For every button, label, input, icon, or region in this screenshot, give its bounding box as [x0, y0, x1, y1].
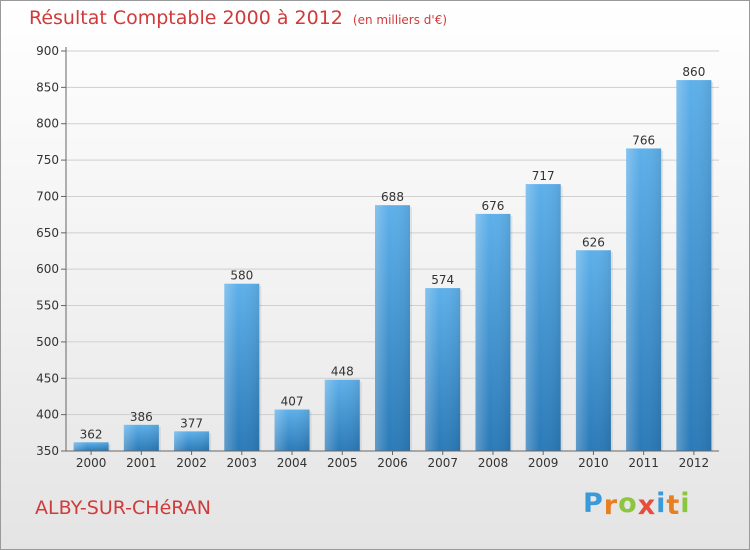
logo-letter: i: [680, 488, 691, 519]
bar-value-label: 448: [331, 365, 354, 379]
x-tick-label: 2006: [377, 456, 408, 470]
bar-highlight: [525, 184, 561, 451]
x-tick-label: 2003: [227, 456, 258, 470]
y-tick-label: 650: [36, 226, 59, 240]
bar-value-label: 860: [682, 65, 705, 79]
bar-value-label: 386: [130, 410, 153, 424]
x-tick-label: 2011: [628, 456, 659, 470]
bar-highlight: [575, 250, 611, 451]
y-tick-label: 350: [36, 444, 59, 458]
bar-value-label: 626: [582, 235, 605, 249]
y-tick-label: 750: [36, 153, 59, 167]
logo-letter: t: [666, 490, 681, 521]
bar-highlight: [475, 213, 511, 451]
y-tick-label: 800: [36, 117, 59, 131]
y-tick-label: 450: [36, 371, 59, 385]
y-tick-label: 900: [36, 44, 59, 58]
x-tick-label: 2005: [327, 456, 358, 470]
bar-highlight: [274, 409, 310, 451]
bar-highlight: [626, 148, 662, 452]
x-tick-label: 2009: [528, 456, 559, 470]
y-tick-label: 400: [36, 408, 59, 422]
logo-letter: i: [656, 488, 667, 519]
bar-value-label: 766: [632, 133, 655, 147]
x-tick-label: 2007: [427, 456, 458, 470]
bar-value-label: 676: [482, 199, 505, 213]
x-tick-label: 2004: [277, 456, 308, 470]
x-tick-label: 2002: [176, 456, 207, 470]
bar-value-label: 580: [230, 269, 253, 283]
bar-highlight: [123, 424, 159, 451]
y-tick-label: 500: [36, 335, 59, 349]
bar-value-label: 362: [80, 427, 103, 441]
y-tick-label: 550: [36, 299, 59, 313]
x-tick-label: 2012: [679, 456, 710, 470]
chart-title: Résultat Comptable 2000 à 2012 (en millie…: [29, 7, 447, 29]
logo-letter: x: [637, 490, 657, 521]
bar-highlight: [73, 442, 109, 451]
y-tick-label: 700: [36, 189, 59, 203]
axes: 350 400 450 500 550 600 650 700 750 800 850 900 2000…: [36, 44, 719, 470]
bar-highlight: [676, 80, 712, 451]
chart-subtitle: (en milliers d'€): [352, 13, 448, 27]
title-text: Résultat Comptable 2000 à 2012: [29, 7, 343, 29]
logo-letter: r: [603, 490, 619, 521]
bar-highlight: [324, 379, 360, 451]
bar-value-label: 717: [532, 169, 555, 183]
location-label: ALBY-SUR-CHéRAN: [35, 497, 211, 519]
bar-value-label: 377: [180, 416, 203, 430]
logo-letter: P: [583, 488, 604, 519]
bar-highlight: [425, 288, 461, 451]
x-tick-label: 2001: [126, 456, 157, 470]
bars: 362 386 377 580 407 448 688 574 676 717 626 766 860: [73, 65, 714, 452]
proxiti-logo: Proxiti: [583, 488, 691, 521]
x-tick-label: 2010: [578, 456, 609, 470]
x-tick-label: 2008: [478, 456, 509, 470]
bar-value-label: 407: [281, 395, 304, 409]
bar-highlight: [375, 205, 410, 451]
bar-highlight: [224, 283, 260, 451]
y-tick-label: 600: [36, 262, 59, 276]
bar-highlight: [174, 431, 210, 451]
bar-value-label: 574: [431, 273, 454, 287]
bar-value-label: 688: [381, 190, 404, 204]
logo-letter: o: [618, 488, 638, 519]
y-tick-label: 850: [36, 80, 59, 94]
x-tick-label: 2000: [76, 456, 107, 470]
